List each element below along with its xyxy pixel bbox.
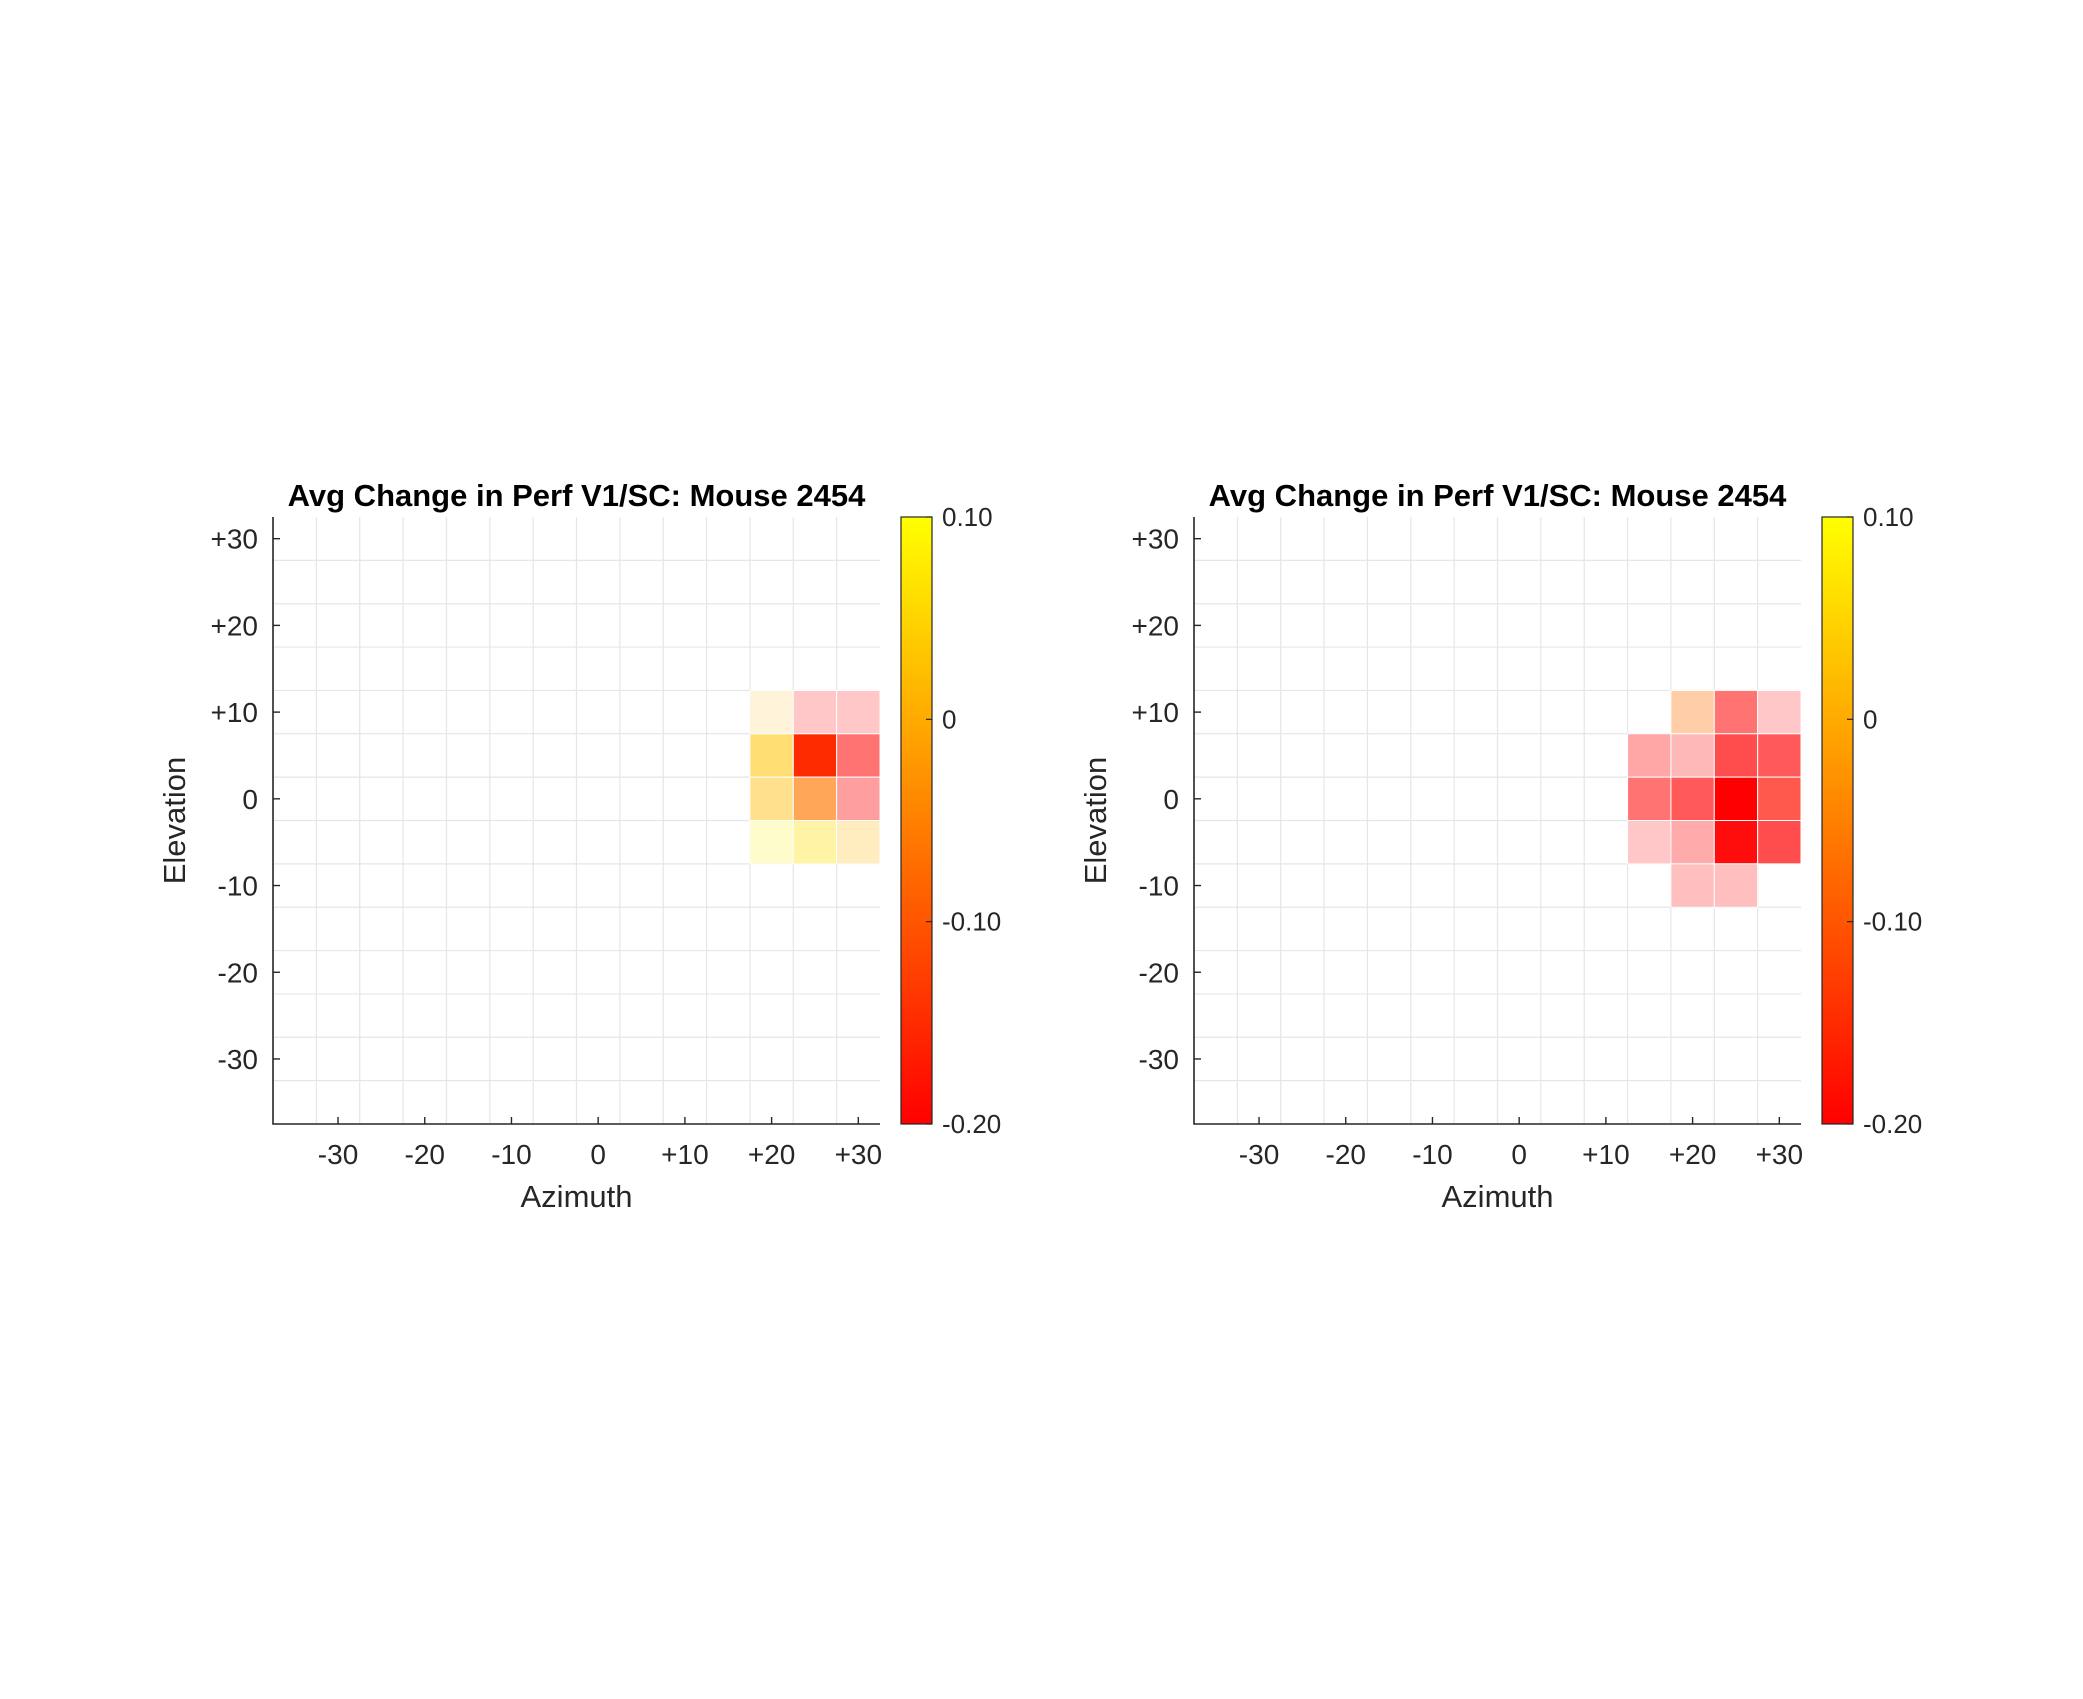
heatmap-cell — [1757, 776, 1802, 822]
y-tick-label: 0 — [242, 784, 258, 815]
heatmap-cell — [1627, 820, 1672, 865]
heatmap-cell — [836, 776, 881, 822]
y-tick-label: -30 — [218, 1044, 258, 1075]
x-tick-label: +30 — [1756, 1139, 1804, 1170]
y-tick-label: +20 — [211, 610, 259, 641]
heatmap-cell — [1713, 863, 1759, 908]
heatmap-cell — [1627, 776, 1672, 822]
heatmap-cell — [836, 820, 881, 865]
colorbar-tick-label: 0.10 — [1863, 502, 1914, 532]
y-tick-label: +30 — [1132, 524, 1180, 555]
y-tick-label: -20 — [1139, 957, 1179, 988]
x-tick-label: 0 — [1511, 1139, 1527, 1170]
y-axis-label: Elevation — [157, 757, 192, 885]
x-tick-label: +20 — [748, 1139, 796, 1170]
y-tick-label: -10 — [218, 871, 258, 902]
x-tick-label: -10 — [491, 1139, 531, 1170]
heatmap-cell — [792, 689, 838, 735]
x-tick-label: -20 — [1326, 1139, 1366, 1170]
colorbar-tick-label: 0.10 — [942, 502, 993, 532]
x-tick-label: 0 — [590, 1139, 606, 1170]
y-axis-label: Elevation — [1078, 757, 1113, 885]
heatmap-cell — [1757, 689, 1802, 735]
axes-spine — [272, 517, 880, 1125]
heatmap-cell — [836, 689, 881, 735]
x-axis-label: Azimuth — [1442, 1179, 1554, 1214]
heatmap-cell — [792, 776, 838, 822]
y-tick-label: 0 — [1163, 784, 1179, 815]
heatmap-cell — [1757, 733, 1802, 778]
heatmap-cell — [1713, 820, 1759, 865]
heatmap-cell — [1670, 689, 1715, 735]
heatmap-cell — [792, 733, 838, 778]
heatmap-cell — [1713, 776, 1759, 822]
colorbar-tick-label: -0.10 — [942, 907, 1001, 937]
axes-spine — [1193, 517, 1801, 1125]
heatmap-cell — [749, 776, 794, 822]
heatmap-cell — [1713, 733, 1759, 778]
heatmap-cell — [792, 820, 838, 865]
heatmap-cell — [836, 733, 881, 778]
heatmap-cell — [749, 820, 794, 865]
colorbar-tick-label: -0.20 — [942, 1109, 1001, 1139]
colorbar-tick-label: 0 — [1863, 704, 1877, 734]
x-tick-label: +10 — [1582, 1139, 1630, 1170]
heatmap-cell — [749, 733, 794, 778]
colorbar-tick-label: -0.10 — [1863, 907, 1922, 937]
chart-title: Avg Change in Perf V1/SC: Mouse 2454 — [288, 478, 866, 513]
y-tick-label: -30 — [1139, 1044, 1179, 1075]
heatmap-panel-left: -30 -20 -10 0 +10 +20 +30 +30 +20 +10 0 -10 -20 -30 Av… — [157, 478, 1001, 1214]
x-tick-label: -30 — [318, 1139, 358, 1170]
heatmap-panel-right: -30 -20 -10 0 +10 +20 +30 +30 +20 +10 0 -10 -20 -30 Av… — [1078, 478, 1922, 1214]
y-tick-label: +10 — [1132, 697, 1180, 728]
y-tick-label: -10 — [1139, 871, 1179, 902]
x-tick-label: +30 — [835, 1139, 883, 1170]
y-tick-label: +20 — [1132, 610, 1180, 641]
heatmap-cell — [749, 689, 794, 735]
x-tick-label: -10 — [1412, 1139, 1452, 1170]
colorbar — [1821, 516, 1854, 1125]
colorbar — [900, 516, 933, 1125]
x-tick-label: -20 — [405, 1139, 445, 1170]
x-tick-label: +20 — [1669, 1139, 1717, 1170]
y-tick-label: +10 — [211, 697, 259, 728]
y-tick-label: +30 — [211, 524, 259, 555]
colorbar-tick-label: -0.20 — [1863, 1109, 1922, 1139]
x-axis-label: Azimuth — [521, 1179, 633, 1214]
chart-title: Avg Change in Perf V1/SC: Mouse 2454 — [1209, 478, 1787, 513]
heatmap-cell — [1670, 863, 1715, 908]
heatmap-cell — [1757, 820, 1802, 865]
x-tick-label: -30 — [1239, 1139, 1279, 1170]
x-tick-label: +10 — [661, 1139, 709, 1170]
heatmap-cell — [1670, 776, 1715, 822]
heatmap-cell — [1670, 820, 1715, 865]
colorbar-tick-label: 0 — [942, 704, 956, 734]
heatmap-cell — [1713, 689, 1759, 735]
heatmap-cell — [1670, 733, 1715, 778]
heatmap-cell — [1627, 733, 1672, 778]
y-tick-label: -20 — [218, 957, 258, 988]
